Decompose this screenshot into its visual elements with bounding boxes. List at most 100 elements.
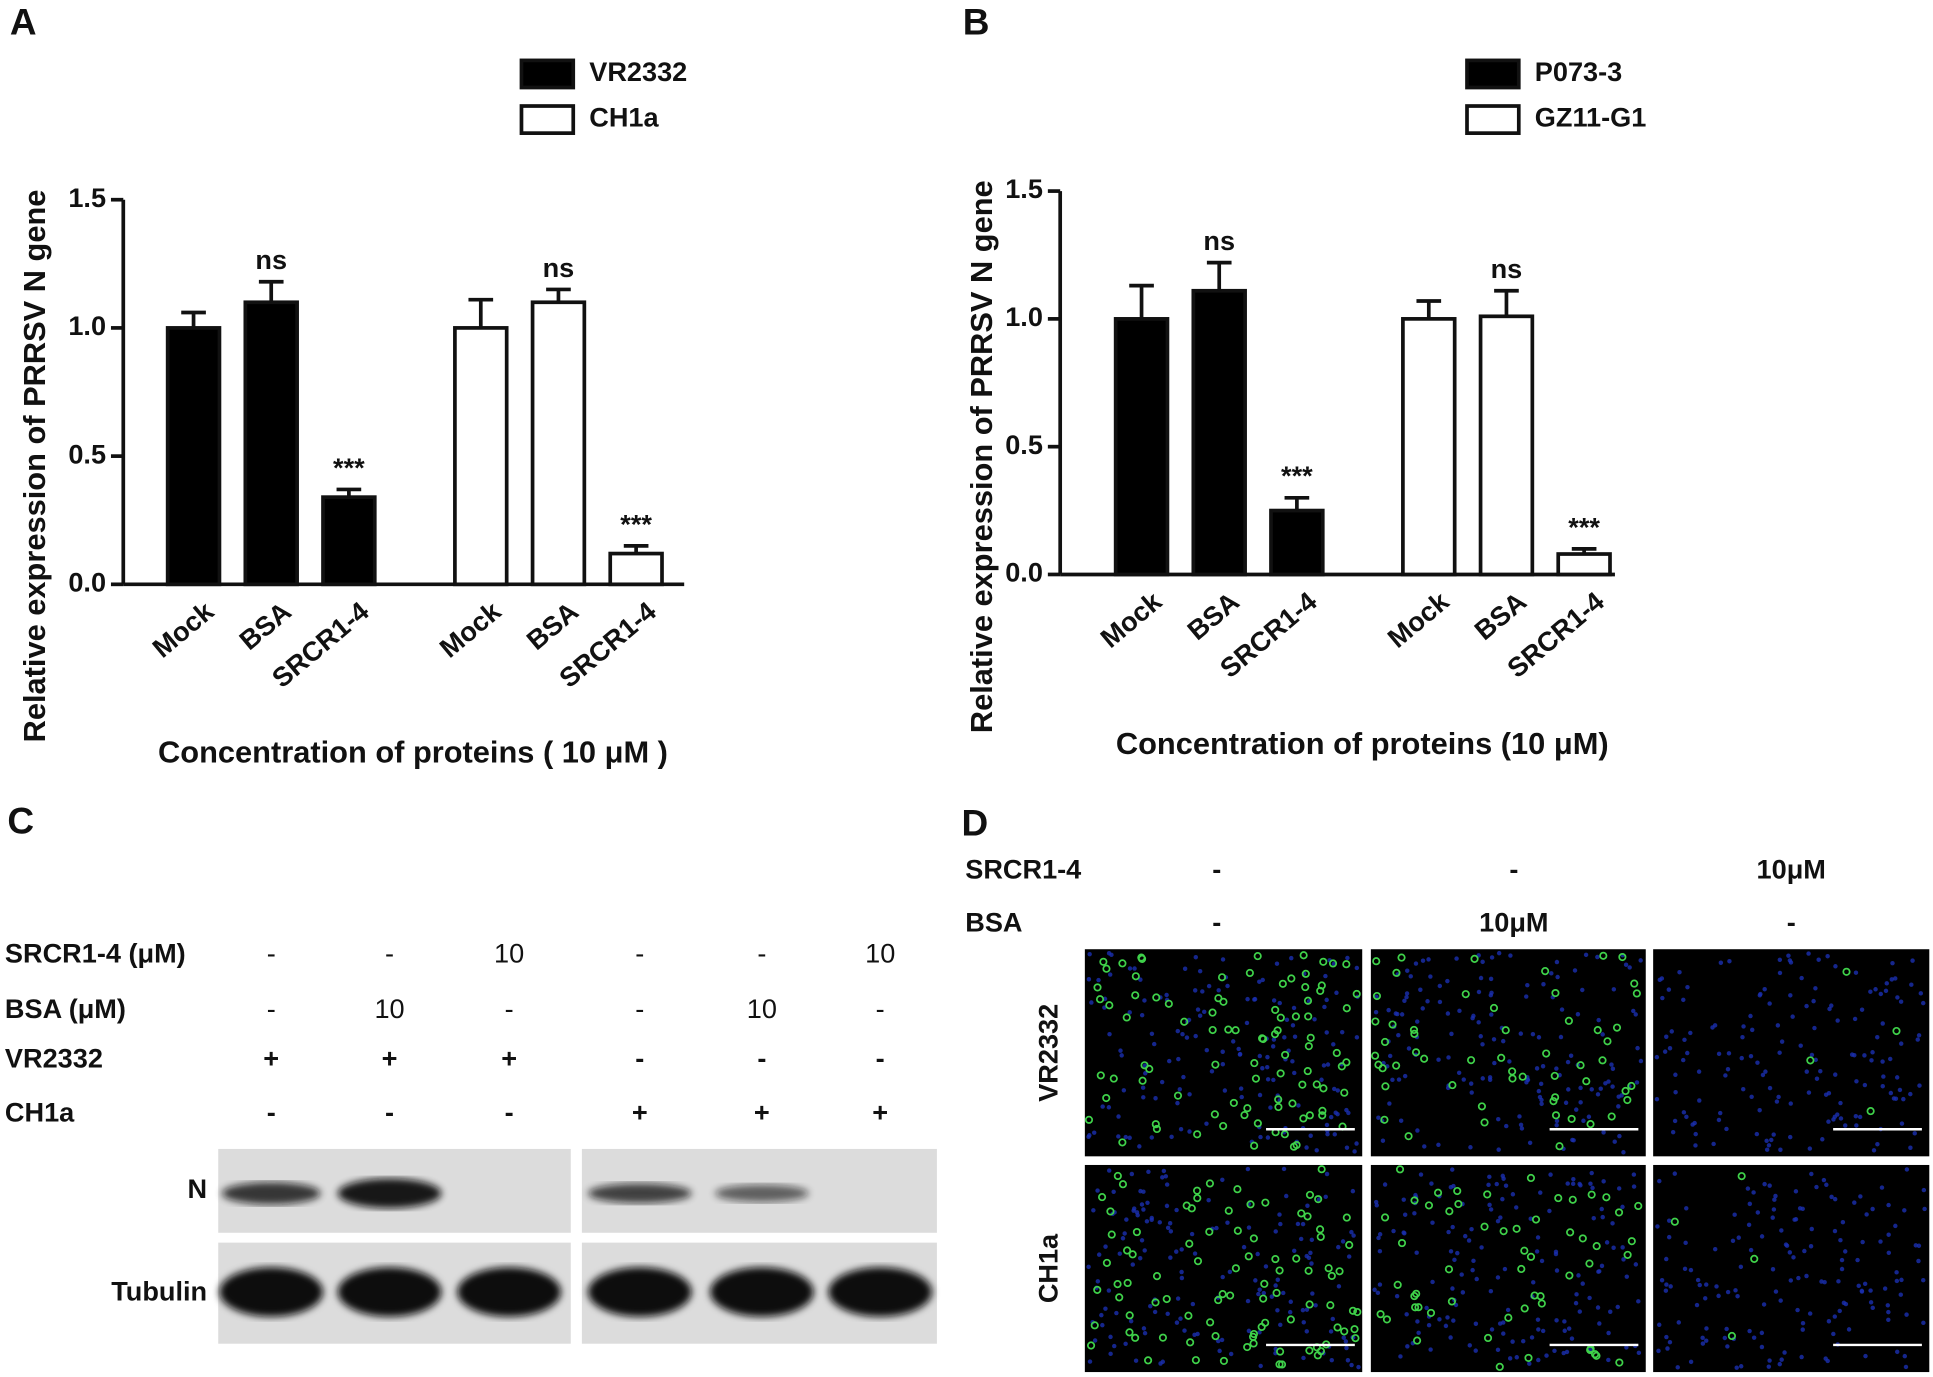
cell-nucleus xyxy=(1356,1364,1361,1370)
cell-nucleus xyxy=(1325,1131,1330,1137)
cell-nucleus xyxy=(1886,1202,1891,1208)
cell-nucleus xyxy=(1829,1194,1834,1200)
cell-nucleus xyxy=(1655,1224,1660,1229)
cell-nucleus xyxy=(1325,1062,1331,1067)
cell-nucleus xyxy=(1763,1069,1768,1074)
infected-cell xyxy=(1467,1056,1476,1065)
cell-nucleus xyxy=(1853,970,1859,975)
cell-nucleus xyxy=(1222,1088,1228,1093)
significance-label: *** xyxy=(1281,460,1313,491)
infected-cell xyxy=(1231,1264,1240,1273)
cell-nucleus xyxy=(1688,1267,1694,1273)
cell-nucleus xyxy=(1206,1197,1211,1203)
cell-nucleus xyxy=(1917,1083,1922,1088)
infected-cell xyxy=(1244,1252,1253,1261)
cell-nucleus xyxy=(1426,1322,1432,1328)
y-tick-label: 1.0 xyxy=(68,310,106,341)
cell-nucleus xyxy=(1619,1093,1624,1098)
cell-nucleus xyxy=(1840,1219,1846,1225)
cell-nucleus xyxy=(1854,1123,1859,1128)
cell-nucleus xyxy=(1638,958,1643,963)
infected-cell xyxy=(1140,1061,1149,1070)
cell-nucleus xyxy=(1910,958,1915,963)
bar xyxy=(1113,317,1170,577)
cell-nucleus xyxy=(1425,999,1430,1004)
infected-cell xyxy=(1286,1315,1295,1324)
cell-nucleus xyxy=(1606,1330,1611,1336)
condition-value: - xyxy=(385,1097,394,1128)
infected-cell xyxy=(1131,991,1140,1000)
cell-nucleus xyxy=(1133,1358,1139,1363)
cell-nucleus xyxy=(1298,1236,1304,1242)
cell-nucleus xyxy=(1818,1069,1823,1074)
cell-nucleus xyxy=(1449,1031,1454,1037)
cell-nucleus xyxy=(1451,1183,1456,1189)
cell-nucleus xyxy=(1428,974,1433,979)
cell-nucleus xyxy=(1190,1301,1196,1307)
cell-nucleus xyxy=(1762,987,1767,992)
cell-nucleus xyxy=(1130,1262,1135,1267)
cell-nucleus xyxy=(1621,1150,1626,1155)
infected-cell xyxy=(1208,1025,1217,1035)
cell-nucleus xyxy=(1314,1148,1319,1153)
cell-nucleus xyxy=(1725,1289,1731,1295)
infected-cell xyxy=(1303,996,1313,1005)
condition-value: - xyxy=(505,1097,514,1128)
cell-nucleus xyxy=(1168,1229,1174,1234)
cell-nucleus xyxy=(1167,1221,1173,1226)
cell-nucleus xyxy=(1492,1060,1497,1066)
cell-nucleus xyxy=(1878,991,1884,997)
infected-cell xyxy=(1219,997,1228,1006)
infected-cell xyxy=(1253,952,1262,961)
cell-nucleus xyxy=(1402,998,1407,1004)
cell-nucleus xyxy=(1108,1351,1113,1357)
cell-nucleus xyxy=(1760,1072,1766,1078)
cell-nucleus xyxy=(1727,959,1732,964)
cell-nucleus xyxy=(1200,989,1205,994)
cell-nucleus xyxy=(1187,1092,1192,1097)
cell-nucleus xyxy=(1206,983,1212,989)
cell-nucleus xyxy=(1635,1045,1640,1051)
n-band xyxy=(715,1184,809,1202)
tubulin-band xyxy=(457,1267,561,1317)
cell-nucleus xyxy=(1261,1290,1267,1296)
cell-nucleus xyxy=(1422,1144,1427,1149)
infected-cell xyxy=(1497,1053,1506,1062)
cell-nucleus xyxy=(1354,965,1360,971)
cell-nucleus xyxy=(1773,1193,1778,1199)
cell-nucleus xyxy=(1524,994,1529,999)
cell-nucleus xyxy=(1521,1338,1526,1344)
cell-nucleus xyxy=(1437,983,1443,989)
cell-nucleus xyxy=(1290,1059,1295,1064)
infected-cell xyxy=(1599,951,1608,960)
cell-nucleus xyxy=(1504,1123,1509,1129)
cell-nucleus xyxy=(1596,1017,1601,1023)
cell-nucleus xyxy=(1454,956,1459,961)
cell-nucleus xyxy=(1898,1292,1904,1297)
cell-nucleus xyxy=(1412,1211,1417,1216)
cell-nucleus xyxy=(1179,1247,1184,1252)
cell-nucleus xyxy=(1633,1262,1639,1267)
cell-nucleus xyxy=(1667,1046,1673,1051)
infected-cell xyxy=(1093,1285,1102,1294)
infected-cell xyxy=(1499,1227,1508,1236)
cell-nucleus xyxy=(1117,1251,1123,1256)
cell-nucleus xyxy=(1595,1305,1601,1310)
cell-nucleus xyxy=(1488,976,1494,982)
cell-nucleus xyxy=(1734,1365,1739,1370)
significance-label: *** xyxy=(333,452,365,483)
condition-value: - xyxy=(876,993,885,1024)
cell-nucleus xyxy=(1193,955,1199,960)
cell-nucleus xyxy=(1309,1261,1314,1266)
cell-nucleus xyxy=(1807,1146,1813,1151)
cell-nucleus xyxy=(1138,977,1143,982)
infected-cell xyxy=(1180,1017,1189,1026)
infected-cell xyxy=(1582,1077,1591,1086)
cell-nucleus xyxy=(1127,1135,1132,1140)
infected-cell xyxy=(1118,959,1127,968)
cell-nucleus xyxy=(1895,1349,1900,1355)
cell-nucleus xyxy=(1554,959,1560,965)
infected-cell xyxy=(1614,1208,1624,1217)
cell-nucleus xyxy=(1322,1004,1327,1010)
cell-nucleus xyxy=(1501,1320,1506,1325)
